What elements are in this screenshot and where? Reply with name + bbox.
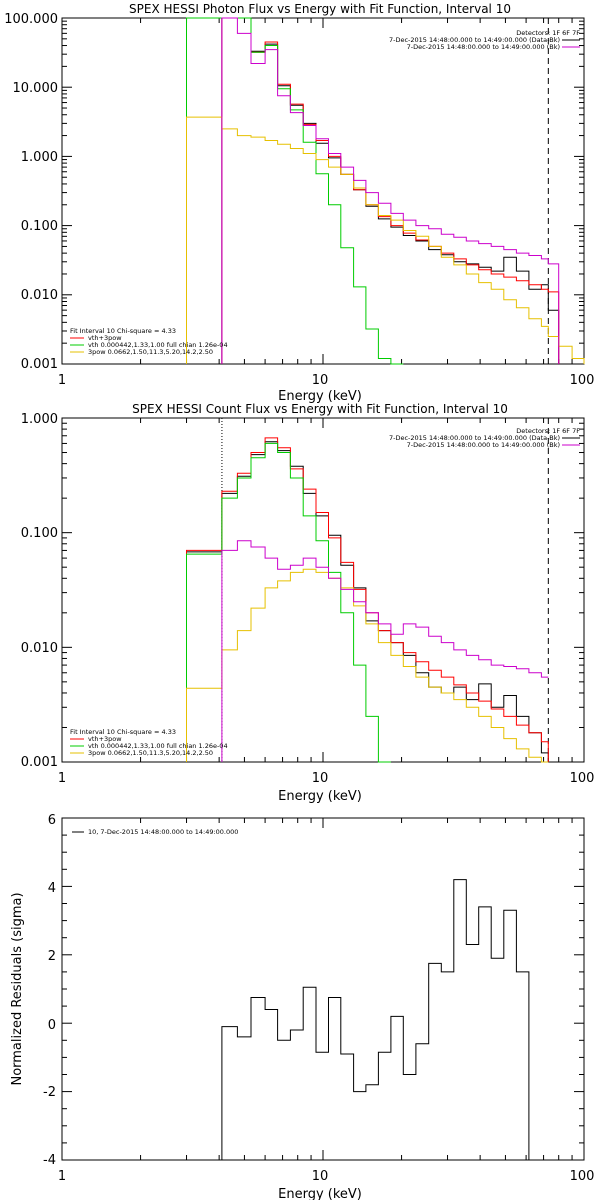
photon-ytick-0100: 0.100 (21, 219, 58, 234)
count-xlabel: Energy (keV) (278, 789, 362, 804)
count-flux-panel: SPEX HESSI Count Flux vs Energy with Fit… (21, 402, 595, 804)
residuals-ytick-0: 0 (48, 1018, 56, 1033)
photon-fit-legend-line-2: vth+3pow (88, 334, 122, 342)
photon-legend-line-data: 7-Dec-2015 14:48:00.000 to 14:49:00.000 … (389, 36, 560, 44)
count-ytick-1000: 1.000 (21, 412, 58, 427)
photon-xtick-10: 10 (312, 373, 329, 388)
photon-fit-legend-line-4: 3pow 0.0662,1.50,11.3,5.20,14.2,2.50 (88, 348, 213, 356)
count-legend-line-data: 7-Dec-2015 14:48:00.000 to 14:49:00.000 … (389, 434, 560, 442)
count-ytick-0001: 0.001 (21, 755, 58, 770)
photon-xtick-1: 1 (58, 373, 66, 388)
count-series-vth-3pow (186, 437, 549, 762)
count-xtick-100: 100 (570, 771, 595, 786)
photon-ytick-0001: 0.001 (21, 357, 58, 372)
photon-series-bk (221, 17, 560, 364)
count-series-data-bk (186, 441, 549, 762)
residuals-series-residuals (221, 879, 530, 1160)
photon-series-vth (186, 17, 404, 365)
count-flux-title: SPEX HESSI Count Flux vs Energy with Fit… (132, 402, 508, 416)
photon-ytick-1000: 1.000 (21, 150, 58, 165)
residuals-ytick-m2: -2 (43, 1085, 56, 1100)
photon-series-data-bk (221, 17, 560, 364)
photon-legend-line-bk: 7-Dec-2015 14:48:00.000 to 14:49:00.000 … (407, 43, 560, 51)
count-legend-line-bk: 7-Dec-2015 14:48:00.000 to 14:49:00.000 … (407, 441, 560, 449)
photon-flux-panel: SPEX HESSI Photon Flux vs Energy with Fi… (4, 2, 594, 404)
count-flux-plot-frame (61, 417, 585, 763)
count-xtick-10: 10 (312, 771, 329, 786)
photon-fit-legend-line-1: Fit Interval 10 Chi-square = 4.33 (70, 327, 176, 335)
photon-legend: Detectors: 1F 6F 7F 7-Dec-2015 14:48:00.… (389, 29, 580, 51)
count-legend: Detectors: 1F 6F 7F 7-Dec-2015 14:48:00.… (389, 427, 580, 449)
count-fit-legend-line-1: Fit Interval 10 Chi-square = 4.33 (70, 728, 176, 736)
residuals-plot-frame (61, 817, 585, 1161)
count-series-vth (186, 442, 391, 763)
residuals-ytick-4: 4 (48, 881, 56, 896)
count-fit-legend-line-2: vth+3pow (88, 735, 122, 743)
count-fit-legend-line-3: vth 0.000442,1.33,1.00 full chian 1.26e-… (88, 742, 228, 750)
residuals-ylabel: Normalized Residuals (sigma) (10, 892, 25, 1085)
photon-series-3pow (186, 116, 585, 364)
residuals-legend-line: 10, 7-Dec-2015 14:48:00.000 to 14:49:00.… (88, 828, 238, 836)
residuals-xlabel: Energy (keV) (278, 1187, 362, 1200)
count-series-3pow (186, 568, 549, 763)
count-ytick-0010: 0.010 (21, 641, 58, 656)
photon-ytick-10000: 10.000 (13, 81, 59, 96)
residuals-ytick-m4: -4 (43, 1153, 56, 1168)
count-legend-header: Detectors: 1F 6F 7F (516, 427, 580, 435)
photon-fit-legend-line-3: vth 0.000442,1.33,1.00 full chian 1.26e-… (88, 341, 228, 349)
count-fit-legend-line-4: 3pow 0.0662,1.50,11.3,5.20,14.2,2.50 (88, 749, 213, 757)
residuals-xtick-10: 10 (312, 1169, 329, 1184)
photon-flux-title: SPEX HESSI Photon Flux vs Energy with Fi… (129, 2, 511, 16)
residuals-legend: 10, 7-Dec-2015 14:48:00.000 to 14:49:00.… (72, 828, 238, 836)
residuals-xtick-100: 100 (570, 1169, 595, 1184)
count-ytick-0100: 0.100 (21, 526, 58, 541)
photon-flux-plot-frame (61, 17, 585, 365)
photon-xtick-100: 100 (570, 373, 595, 388)
residuals-ytick-6: 6 (48, 813, 56, 828)
photon-xlabel: Energy (keV) (278, 389, 362, 404)
count-xtick-1: 1 (58, 771, 66, 786)
count-fit-legend: Fit Interval 10 Chi-square = 4.33 vth+3p… (70, 728, 228, 757)
photon-fit-legend: Fit Interval 10 Chi-square = 4.33 vth+3p… (70, 327, 228, 356)
residuals-ytick-2: 2 (48, 949, 56, 964)
count-series-bk (221, 540, 549, 762)
photon-series-vth-3pow (221, 17, 560, 364)
photon-ytick-0010: 0.010 (21, 288, 58, 303)
photon-ytick-100000: 100.000 (4, 12, 58, 27)
photon-legend-header: Detectors: 1F 6F 7F (516, 29, 580, 37)
residuals-xtick-1: 1 (58, 1169, 66, 1184)
residuals-panel: 1 10 100 -4 -2 0 2 4 6 Energy (keV) Norm… (10, 813, 595, 1202)
